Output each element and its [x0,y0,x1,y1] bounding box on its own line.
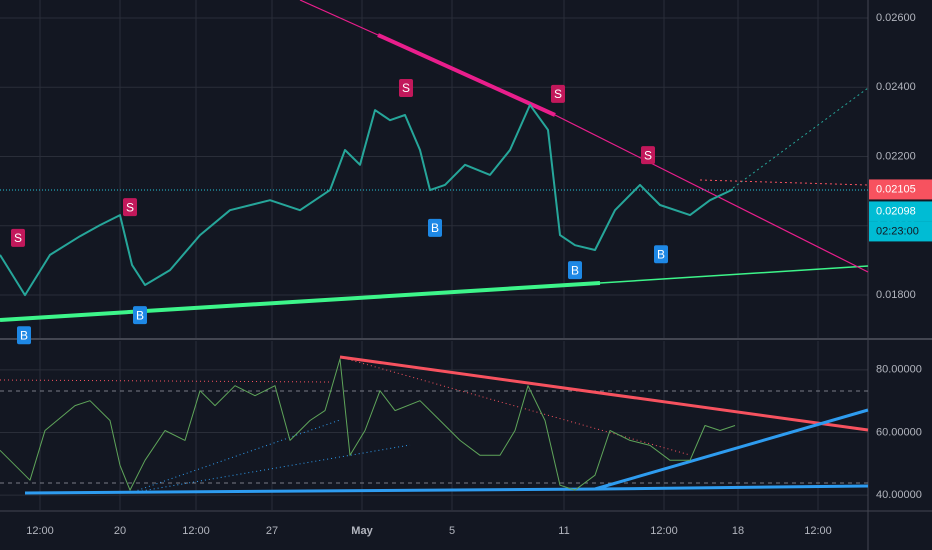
signal-label: S [402,81,410,95]
signal-marker [654,245,668,264]
trend-line [599,265,869,284]
x-tick-label: 18 [732,525,744,537]
signal-label: B [20,328,28,342]
rsi-trend-line [599,484,869,491]
x-tick-label: 12:00 [804,525,832,537]
x-tick-label: 12:00 [26,525,54,537]
signal-marker [551,84,565,103]
countdown-badge [869,221,932,242]
signal-marker [399,78,413,97]
signal-marker [11,228,25,247]
projection-line [732,87,869,189]
y-tick-label: 80.00000 [876,364,922,376]
x-tick-label: 12:00 [650,525,678,537]
rsi-trend-line [24,487,601,495]
signal-marker [123,198,137,217]
y-tick-label: 0.02600 [876,12,916,24]
rsi-trend-line [129,444,411,494]
signal-label: S [126,200,134,214]
x-tick-label: May [351,525,373,537]
price-badge-label: 0.02105 [876,183,916,195]
x-tick-label: 20 [114,525,126,537]
price-badge-label: 0.02098 [876,205,916,217]
rsi-trend-line [339,355,869,432]
signal-label: B [136,308,144,322]
signal-marker [428,218,442,237]
x-tick-label: 11 [558,525,569,537]
rsi-trend-line [339,356,691,456]
signal-label: B [431,221,439,235]
y-tick-label: 0.02200 [876,150,916,162]
signal-label: B [657,247,665,261]
signal-label: S [554,87,562,101]
signal-marker [568,261,582,280]
series-line [0,358,736,491]
series-line [0,103,734,297]
signal-label: S [644,148,652,162]
x-tick-label: 5 [449,525,455,537]
projection-line [699,179,869,186]
trend-line [0,281,601,322]
price-badge [869,179,932,200]
trend-line [299,0,379,36]
y-tick-label: 60.00000 [876,426,922,438]
trend-line [554,114,869,273]
x-tick-label: 12:00 [182,525,210,537]
trend-line [377,33,556,117]
price-badge [869,201,932,222]
signal-marker [641,146,655,165]
signal-marker [17,326,31,345]
signal-label: B [571,263,579,277]
y-tick-label: 0.01800 [876,289,916,301]
countdown-label: 02:23:00 [876,225,919,237]
signal-marker [133,306,147,325]
grid [0,0,868,510]
y-tick-label: 40.00000 [876,489,922,501]
y-tick-label: 0.02400 [876,81,916,93]
signal-label: S [14,231,22,245]
x-tick-label: 27 [266,525,278,537]
rsi-trend-line [594,408,869,491]
